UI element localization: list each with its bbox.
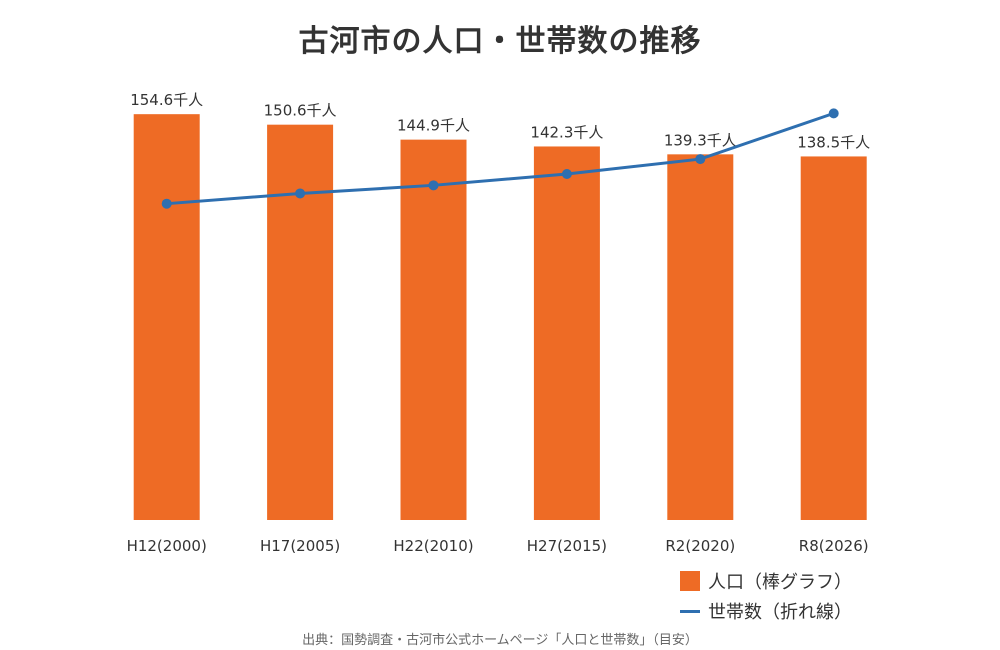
bar-3 <box>533 146 600 520</box>
bar-value-label-2: 144.9千人 <box>397 117 470 135</box>
legend-bar-swatch <box>680 571 700 591</box>
source-note: 出典：国勢調査・古河市公式ホームページ「人口と世帯数」（目安） <box>302 633 698 648</box>
line-households <box>166 111 835 206</box>
x-tick-label-1: H17(2005) <box>260 537 340 555</box>
legend-label-households: 世帯数（折れ線） <box>708 602 852 623</box>
x-tick-label-2: H22(2010) <box>393 537 473 555</box>
chart-plot-area: 154.6千人 150.6千人 144.9千人 142.3千人 139.3千人 138.5… <box>127 91 871 555</box>
bar-value-label-4: 139.3千人 <box>664 131 737 149</box>
legend-item-population: 人口（棒グラフ） <box>680 566 852 596</box>
legend-item-households: 世帯数（折れ線） <box>680 596 852 626</box>
line-point-0 <box>161 198 172 209</box>
line-point-1 <box>295 188 306 199</box>
bar-2 <box>400 139 467 520</box>
line-point-5 <box>828 108 839 119</box>
chart-legend: 人口（棒グラフ） 世帯数（折れ線） <box>680 566 852 626</box>
x-tick-label-0: H12(2000) <box>127 537 207 555</box>
legend-label-population: 人口（棒グラフ） <box>708 572 852 593</box>
x-tick-label-3: H27(2015) <box>527 537 607 555</box>
line-point-4 <box>695 154 706 165</box>
bar-4 <box>667 154 734 520</box>
bar-value-label-1: 150.6千人 <box>264 102 337 120</box>
bar-5 <box>800 156 867 520</box>
bar-value-label-5: 138.5千人 <box>797 133 870 151</box>
line-point-3 <box>561 169 572 180</box>
line-point-2 <box>428 180 439 191</box>
x-tick-label-4: R2(2020) <box>665 537 735 555</box>
bar-value-label-0: 154.6千人 <box>130 91 203 109</box>
bar-0 <box>133 114 200 521</box>
x-tick-label-5: R8(2026) <box>799 537 869 555</box>
bar-1 <box>267 124 334 521</box>
chart-title: 古河市の人口・世帯数の推移 <box>298 24 702 59</box>
bar-value-label-3: 142.3千人 <box>530 123 603 141</box>
legend-line-swatch <box>680 609 700 613</box>
